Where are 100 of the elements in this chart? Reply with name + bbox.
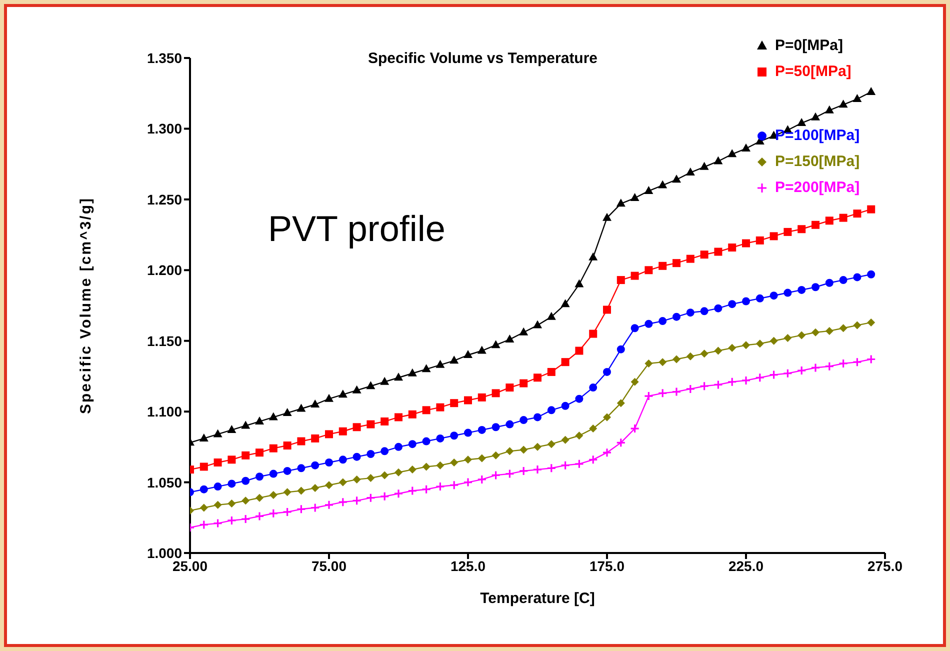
point [589,330,598,338]
point [352,496,362,506]
point [352,385,362,394]
legend-label: P=0[MPa] [775,37,843,55]
point [199,433,208,442]
point [616,276,625,284]
point [700,162,709,170]
point [644,186,654,194]
point [658,358,667,366]
point [603,306,611,314]
point [838,100,848,108]
point [728,300,736,308]
point [478,426,486,434]
point [283,442,292,450]
point [867,318,876,326]
point [533,320,542,328]
point [492,423,500,432]
point [338,390,348,398]
point [338,427,347,436]
point [394,413,402,422]
point [325,458,333,466]
point [200,504,208,512]
point [296,404,306,412]
point [214,500,222,509]
point [686,254,694,263]
point [852,94,862,102]
point [756,294,764,302]
point [588,252,598,260]
point [644,391,654,401]
point [742,239,750,248]
point [478,454,486,462]
point [769,370,779,380]
x-tick-label: 125.0 [450,558,486,574]
point [310,502,320,513]
point [853,321,862,330]
point [839,276,848,284]
point [268,508,278,518]
point [324,500,334,510]
point [422,462,430,471]
point [213,518,223,528]
point [742,144,750,152]
point [311,434,320,442]
point [214,482,222,491]
point [534,442,542,451]
point [602,448,612,458]
point [506,447,514,456]
point [492,389,500,398]
point [728,149,737,158]
point [784,288,792,297]
point [506,420,514,428]
point [492,451,500,460]
point [839,214,848,222]
point [616,198,626,207]
point [464,396,472,404]
point [324,394,334,402]
point [352,423,361,432]
point [616,345,625,354]
point [366,450,375,458]
point [630,193,640,202]
y-tick-label: 1.350 [146,50,182,66]
point [491,470,501,480]
point [227,424,236,433]
point [505,334,514,342]
point [282,408,292,416]
point [256,494,264,502]
point [242,496,250,505]
point [714,346,722,355]
point [824,362,834,372]
point [464,428,472,437]
x-tick-label: 75.00 [311,558,347,574]
point [727,377,737,387]
point [603,413,611,422]
point [686,384,696,394]
point [282,507,292,517]
chart-title: Specific Volume vs Temperature [368,50,598,67]
point [770,232,778,240]
point [547,406,556,414]
point [700,350,708,358]
point [518,466,528,476]
point [200,462,208,471]
point [561,358,570,366]
y-tick-label: 1.150 [146,332,182,349]
point [269,491,278,500]
point [630,378,639,386]
point [422,437,430,446]
point [241,420,250,429]
point [520,416,528,424]
point [700,307,708,316]
point [616,399,625,408]
point [256,448,264,457]
point [560,460,570,470]
point [672,386,682,397]
point [658,317,667,326]
point [853,273,862,282]
point [658,180,668,188]
point [796,366,806,376]
point [547,368,556,376]
point [228,456,236,464]
point [325,481,333,490]
point [630,424,640,434]
